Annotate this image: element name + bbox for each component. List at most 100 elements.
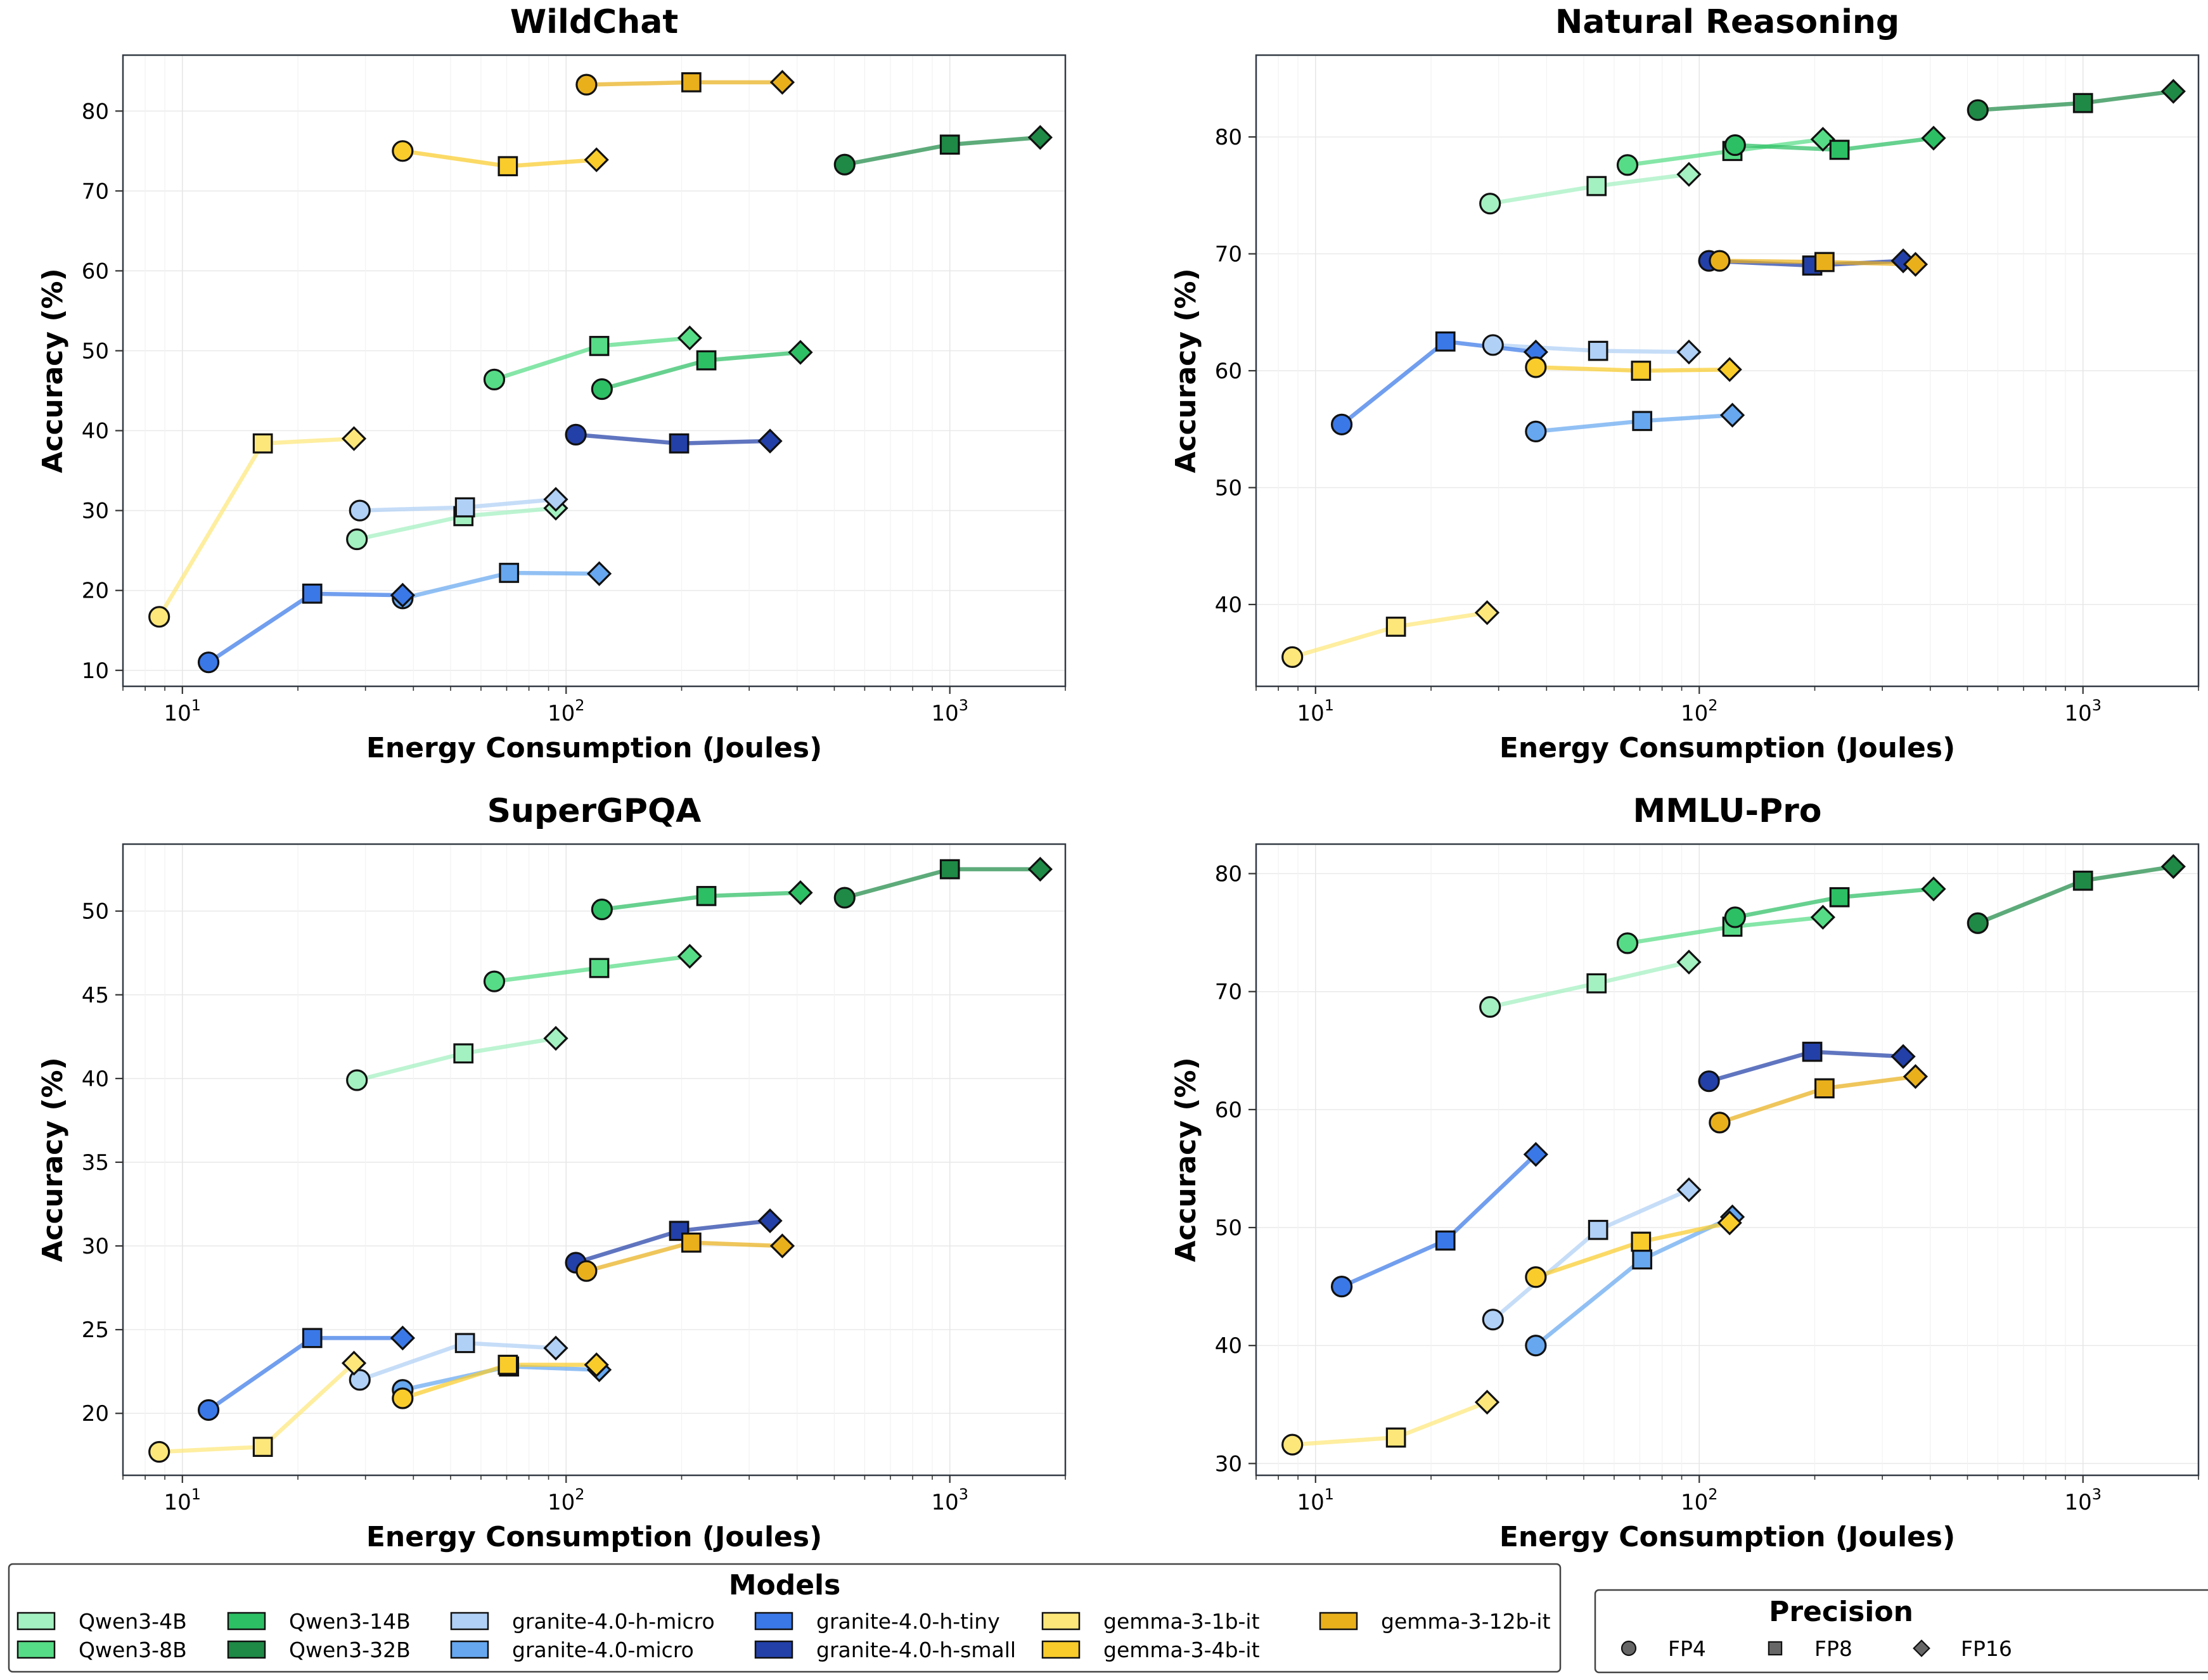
legend-marker-circle <box>1621 1640 1637 1657</box>
y-tick-label: 60 <box>1215 1098 1242 1123</box>
data-point-granite-4-0-h-small-fp8 <box>1802 1041 1823 1062</box>
legend-swatch <box>1041 1640 1081 1659</box>
legend-item-fp16: FP16 <box>1913 1636 2012 1661</box>
data-point-granite-4-0-micro-fp8 <box>1632 411 1653 432</box>
data-point-granite-4-0-h-micro-fp16 <box>1676 339 1702 365</box>
legend-swatch <box>450 1612 489 1631</box>
data-point-qwen3-8b-fp4 <box>483 368 506 390</box>
grid-lines <box>122 844 1066 1475</box>
x-axis-label: Energy Consumption (Joules) <box>366 1521 822 1553</box>
data-point-gemma-3-1b-it-fp8 <box>1385 1427 1406 1448</box>
legend-item-qwen3-8b: Qwen3-8B <box>16 1638 187 1662</box>
x-tick-label: 102 <box>1681 696 1718 726</box>
x-axis-label: Energy Consumption (Joules) <box>366 732 822 764</box>
legend-label: Qwen3-14B <box>289 1609 411 1634</box>
data-point-qwen3-8b-fp8 <box>589 336 610 356</box>
y-tick-label: 40 <box>82 419 109 444</box>
legend-label: FP4 <box>1668 1636 1706 1661</box>
panel-natural-reasoning: 40 50 60 70 80 101 102 103 Natural Reasoning Ener… <box>1170 3 2200 764</box>
chart-title: MMLU-Pro <box>1633 792 1821 830</box>
y-tick-label: 40 <box>82 1067 109 1092</box>
chart-title: Natural Reasoning <box>1555 3 1899 41</box>
legend-label: granite-4.0-h-small <box>816 1638 1016 1662</box>
legend-swatch <box>227 1640 266 1659</box>
y-tick-label: 80 <box>1215 862 1242 887</box>
legend-item-gemma-3-12b-it: gemma-3-12b-it <box>1319 1609 1551 1634</box>
legend-label: granite-4.0-h-tiny <box>816 1609 1000 1634</box>
data-point-granite-4-0-h-tiny-fp16 <box>390 1325 415 1350</box>
data-point-granite-4-0-h-small-fp8 <box>669 1221 690 1241</box>
legend-swatch <box>450 1640 489 1659</box>
legend-item-fp8: FP8 <box>1768 1636 1852 1661</box>
x-tick-label: 101 <box>1297 696 1335 726</box>
data-point-granite-4-0-h-tiny-fp4 <box>197 1399 220 1421</box>
legend-label: granite-4.0-h-micro <box>512 1609 715 1634</box>
panel-wildchat: 10 20 30 40 50 60 70 80 101 102 103 WildChat Energy … <box>37 3 1067 764</box>
legend-label: FP8 <box>1814 1636 1852 1661</box>
data-point-granite-4-0-h-micro-fp4 <box>1482 334 1504 356</box>
legend-label: Qwen3-8B <box>79 1638 187 1662</box>
precision-legend-frame <box>1594 1589 2208 1674</box>
data-point-gemma-3-1b-it-fp4 <box>1281 646 1304 668</box>
data-point-qwen3-8b-fp16 <box>677 944 702 969</box>
data-point-qwen3-32b-fp4 <box>833 153 856 176</box>
data-point-granite-4-0-micro-fp8 <box>499 563 520 583</box>
data-point-granite-4-0-h-micro-fp8 <box>1588 340 1608 361</box>
data-point-qwen3-32b-fp8 <box>939 134 960 155</box>
legend-label: Qwen3-32B <box>289 1638 411 1662</box>
y-tick-label: 50 <box>82 899 109 925</box>
grid-lines <box>1255 844 2199 1475</box>
data-point-qwen3-4b-fp8 <box>453 1043 474 1064</box>
precision-legend-title: Precision <box>1769 1596 1913 1628</box>
data-point-granite-4-0-h-micro-fp8 <box>454 497 475 518</box>
data-point-gemma-3-1b-it-fp8 <box>1385 617 1406 637</box>
plot-frame <box>1255 843 2200 1477</box>
y-tick-label: 40 <box>1215 593 1242 618</box>
data-point-gemma-3-4b-it-fp16 <box>1717 1210 1742 1236</box>
data-point-gemma-3-12b-it-fp4 <box>1709 1112 1731 1134</box>
x-axis-ticks: 101 102 103 <box>1255 686 2199 726</box>
data-point-qwen3-14b-fp4 <box>1724 134 1746 157</box>
data-point-qwen3-4b-fp4 <box>346 528 368 551</box>
models-legend: Models Qwen3-4B Qwen3-8B Qwen3-14B Qwen3-32… <box>8 1563 1562 1673</box>
data-point-gemma-3-4b-it-fp4 <box>392 140 414 162</box>
legend-item-gemma-3-4b-it: gemma-3-4b-it <box>1041 1638 1260 1662</box>
legend-swatch <box>16 1612 56 1631</box>
data-point-gemma-3-1b-it-fp8 <box>252 1437 273 1457</box>
data-point-gemma-3-4b-it-fp4 <box>1525 1266 1547 1288</box>
legend-label: granite-4.0-micro <box>512 1638 694 1662</box>
data-point-gemma-3-12b-it-fp4 <box>1709 250 1731 272</box>
legend-marker-square <box>1768 1641 1783 1656</box>
data-point-gemma-3-4b-it-fp8 <box>1631 1231 1652 1252</box>
data-point-granite-4-0-h-tiny-fp16 <box>1523 1141 1548 1167</box>
data-point-gemma-3-1b-it-fp4 <box>1281 1433 1304 1456</box>
data-point-gemma-3-4b-it-fp8 <box>497 1354 518 1375</box>
x-tick-label: 101 <box>1297 1485 1335 1515</box>
data-point-qwen3-32b-fp4 <box>1967 99 1989 121</box>
legend-item-qwen3-32b: Qwen3-32B <box>227 1638 411 1662</box>
data-point-granite-4-0-h-tiny-fp8 <box>302 1328 323 1349</box>
series-markers <box>1281 854 2186 1456</box>
data-point-gemma-3-12b-it-fp8 <box>681 72 702 93</box>
data-point-qwen3-14b-fp8 <box>696 350 717 371</box>
y-tick-label: 35 <box>82 1150 109 1176</box>
y-tick-label: 70 <box>1215 980 1242 1005</box>
data-point-qwen3-14b-fp16 <box>1921 876 1946 902</box>
legend-item-qwen3-14b: Qwen3-14B <box>227 1609 411 1634</box>
y-axis-ticks: 30 40 50 60 70 80 <box>1215 862 1256 1477</box>
legend-label: FP16 <box>1961 1636 2012 1661</box>
legend-item-granite-4-0-micro: granite-4.0-micro <box>450 1638 694 1662</box>
y-axis-ticks: 20 25 30 35 40 45 50 <box>82 899 123 1427</box>
data-point-granite-4-0-micro-fp16 <box>1719 402 1745 428</box>
y-axis-ticks: 10 20 30 40 50 60 70 80 <box>82 99 123 684</box>
data-point-qwen3-14b-fp8 <box>1829 139 1850 160</box>
y-tick-label: 40 <box>1215 1333 1242 1359</box>
data-point-qwen3-4b-fp4 <box>1479 193 1501 215</box>
data-point-granite-4-0-h-tiny-fp16 <box>390 582 415 608</box>
x-tick-label: 101 <box>164 1485 202 1515</box>
data-point-granite-4-0-h-tiny-fp4 <box>1330 1276 1353 1298</box>
data-point-granite-4-0-h-micro-fp16 <box>543 1335 568 1361</box>
data-point-gemma-3-12b-it-fp8 <box>1814 252 1835 273</box>
data-point-granite-4-0-h-micro-fp8 <box>454 1333 475 1354</box>
legend-label: gemma-3-12b-it <box>1381 1609 1551 1634</box>
